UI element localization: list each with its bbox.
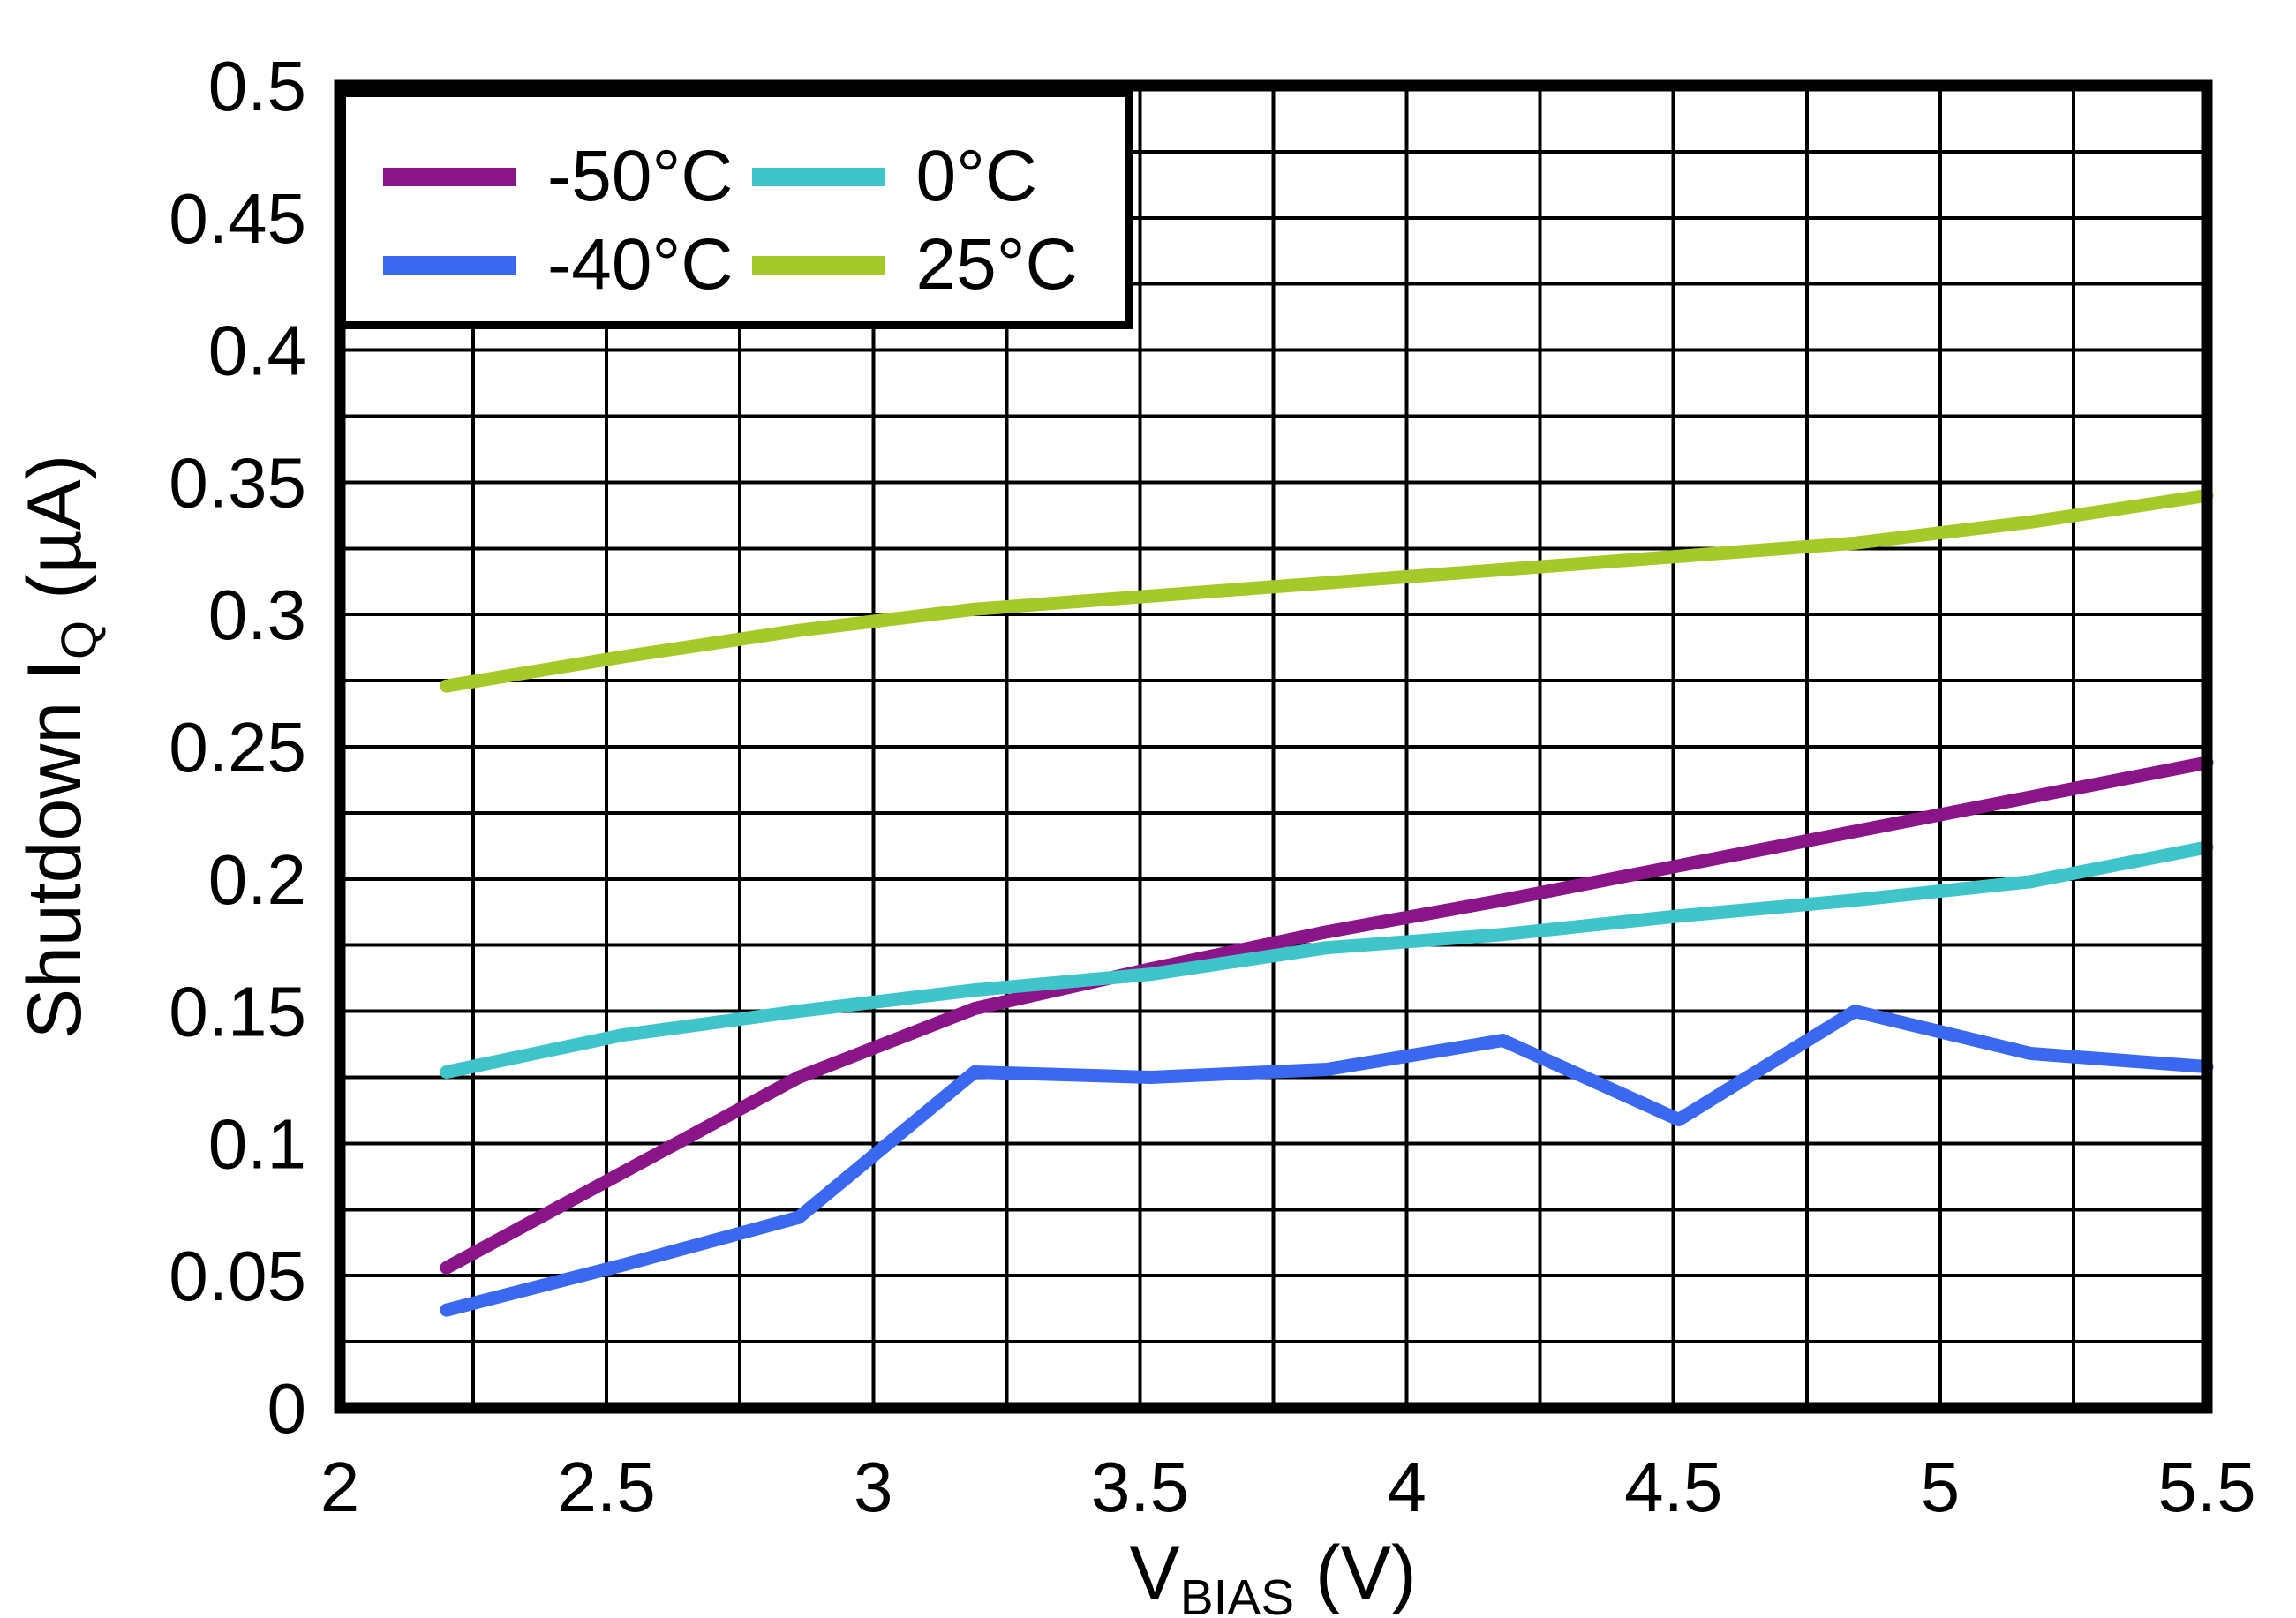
y-tick-label: 0.35	[169, 443, 306, 522]
legend-label: -50°C	[547, 136, 734, 216]
series-line-25°C	[440, 488, 2214, 693]
legend-swatch--40°C	[383, 255, 516, 275]
y-tick-label: 0.45	[169, 179, 306, 258]
x-axis-title-text: V	[1129, 1531, 1180, 1615]
y-tick-label: 0.2	[208, 840, 306, 919]
legend-item-25°C: 25°C	[751, 224, 1121, 305]
x-axis-title: VBIAS (V)	[1129, 1535, 1416, 1618]
y-tick-label: 0.3	[208, 576, 306, 654]
legend-item--50°C: -50°C	[383, 140, 752, 213]
y-tick-label: 0.15	[169, 973, 306, 1051]
y-tick-label: 0.1	[208, 1104, 306, 1183]
series-line--50°C	[440, 756, 2214, 1275]
legend-swatch-25°C	[751, 255, 885, 275]
y-axis-title-unit: (µA)	[12, 454, 97, 621]
series-line-0°C	[440, 840, 2214, 1080]
y-axis-title: Shutdown IQ (µA)	[12, 455, 108, 1040]
y-tick-label: 0.4	[208, 312, 306, 390]
legend-item--40°C: -40°C	[383, 229, 752, 301]
x-tick-label: 3	[854, 1448, 893, 1526]
x-tick-label: 2.5	[558, 1448, 656, 1526]
legend-swatch--50°C	[383, 167, 516, 186]
legend-label: 25°C	[915, 224, 1078, 305]
x-tick-label: 3.5	[1091, 1448, 1189, 1526]
legend-label: 0°C	[915, 136, 1038, 216]
x-tick-label: 4	[1387, 1448, 1427, 1526]
y-tick-label: 0	[267, 1369, 307, 1448]
legend-item-0°C: 0°C	[751, 136, 1121, 216]
x-axis-title-subscript: BIAS	[1179, 1570, 1295, 1618]
legend-swatch-0°C	[751, 167, 885, 186]
y-tick-label: 0.25	[169, 708, 306, 786]
y-tick-label: 0.05	[169, 1237, 306, 1315]
y-axis-title-text: Shutdown I	[12, 658, 97, 1040]
series-layer	[440, 488, 2214, 1317]
x-tick-label: 2	[320, 1448, 360, 1526]
y-tick-label: 0.5	[208, 47, 306, 125]
y-axis-title-subscript: Q	[52, 620, 109, 659]
x-tick-label: 5.5	[2157, 1448, 2255, 1526]
x-tick-label: 5	[1921, 1448, 1961, 1526]
y-tick-labels: 0 0.05 0.1 0.15 0.2 0.25 0.3 0.35 0.4 0.45 0.5	[169, 47, 306, 1448]
x-axis-title-unit: (V)	[1294, 1531, 1417, 1615]
legend: -50°C -40°C 0°C 25°C	[338, 89, 1133, 329]
legend-label: -40°C	[547, 224, 734, 305]
series-line--40°C	[440, 1005, 2214, 1317]
x-tick-label: 4.5	[1624, 1448, 1722, 1526]
plot-frame	[334, 79, 2213, 1414]
x-tick-labels: 2 2.5 3 3.5 4 4.5 5 5.5	[320, 1448, 2256, 1526]
